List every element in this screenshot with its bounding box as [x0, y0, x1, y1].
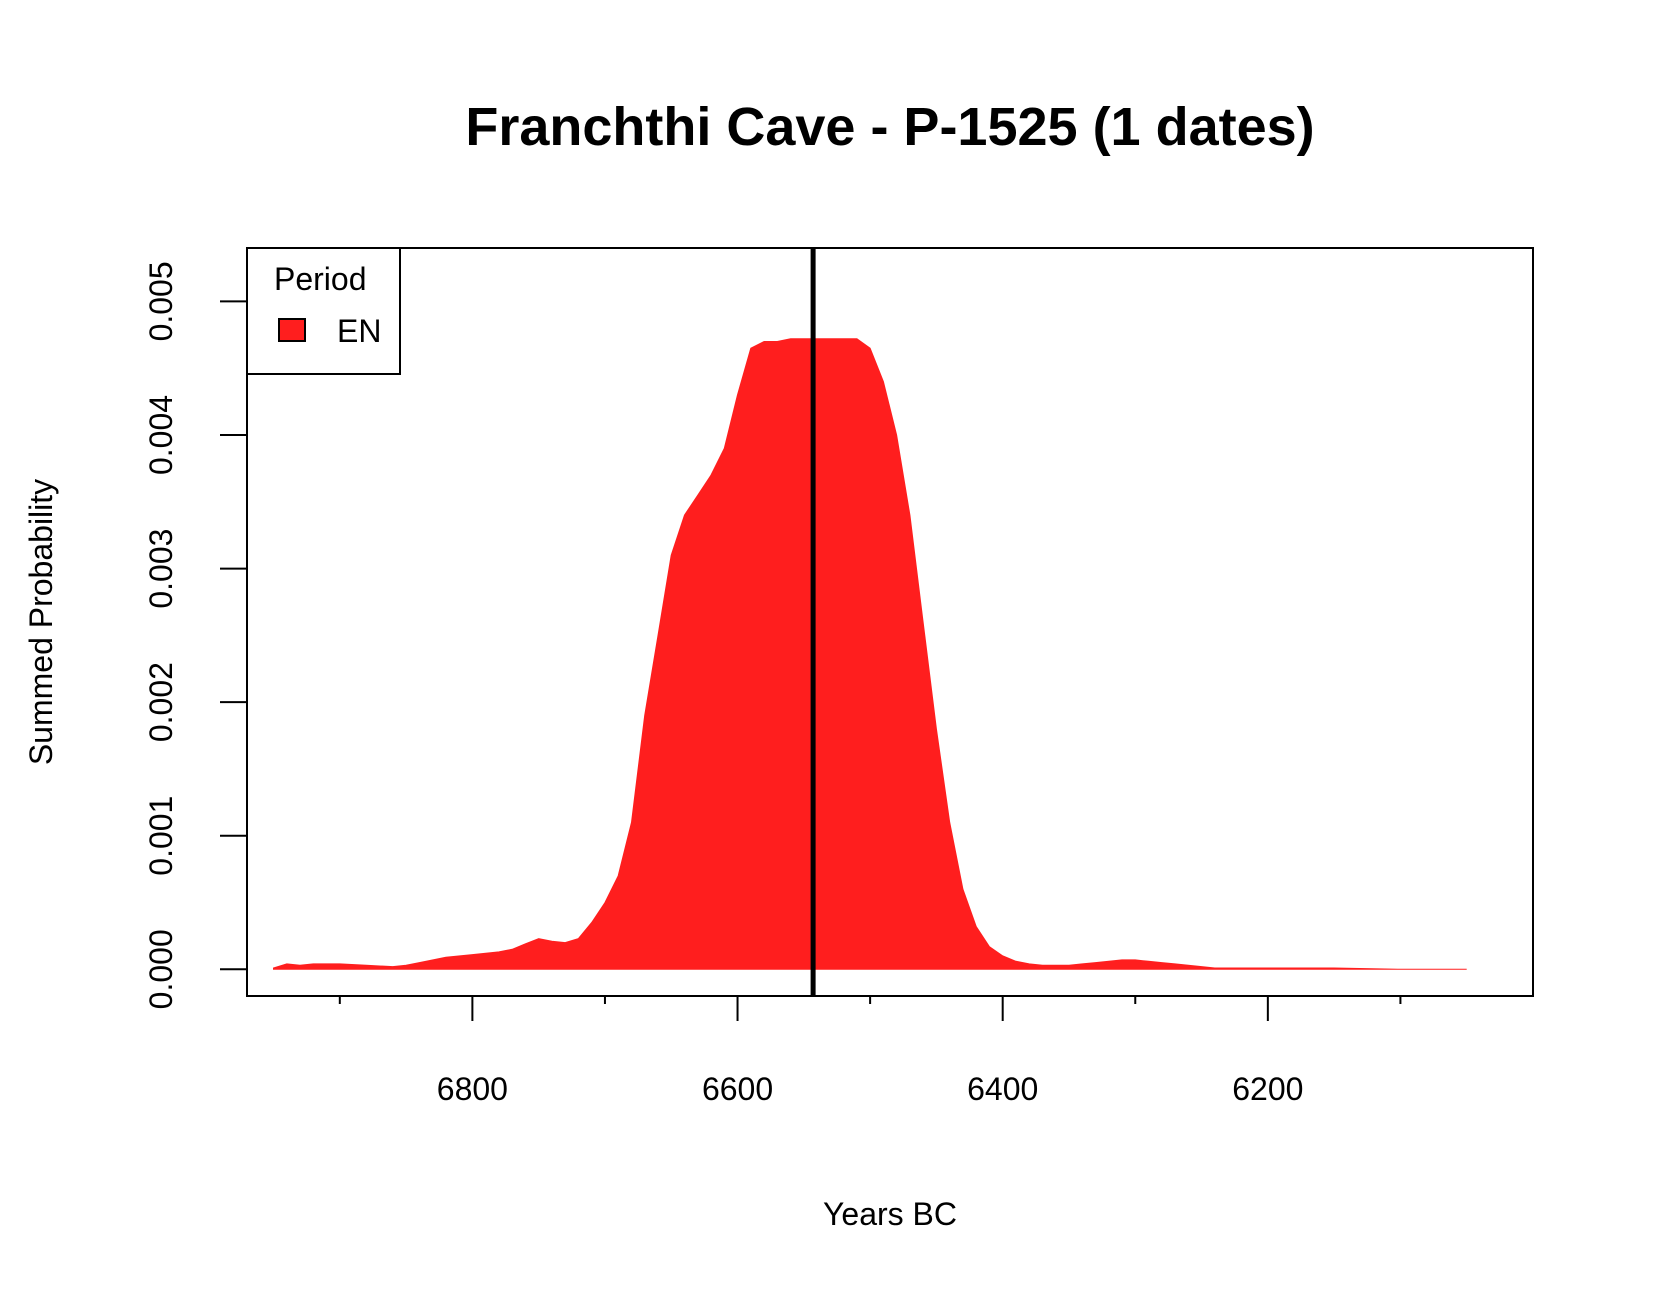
plot-frame [246, 247, 1534, 997]
legend-box [246, 247, 401, 375]
y-tick-label: 0.005 [143, 261, 179, 341]
y-tick-label: 0.003 [143, 529, 179, 609]
y-tick-label: 0.001 [143, 796, 179, 876]
x-tick-label: 6800 [437, 1071, 508, 1107]
x-tick-label: 6200 [1232, 1071, 1303, 1107]
series-area-en [273, 338, 1467, 970]
x-tick-label: 6400 [967, 1071, 1038, 1107]
plot-area: 6800 6600 6400 6200 0.000 0.001 0.002 0.003 0.00… [143, 247, 1534, 1107]
y-axis-label: Summed Probability [23, 479, 59, 765]
legend-swatch-en [278, 318, 306, 342]
legend: Period EN [246, 247, 401, 375]
y-tick-label: 0.002 [143, 662, 179, 742]
x-tick-label: 6600 [702, 1071, 773, 1107]
legend-title: Period [274, 261, 367, 297]
y-tick-label: 0.004 [143, 395, 179, 475]
y-tick-label: 0.000 [143, 929, 179, 1009]
chart-title: Franchthi Cave - P-1525 (1 dates) [465, 97, 1314, 157]
legend-label-en: EN [337, 313, 381, 349]
x-axis-label: Years BC [823, 1196, 957, 1232]
